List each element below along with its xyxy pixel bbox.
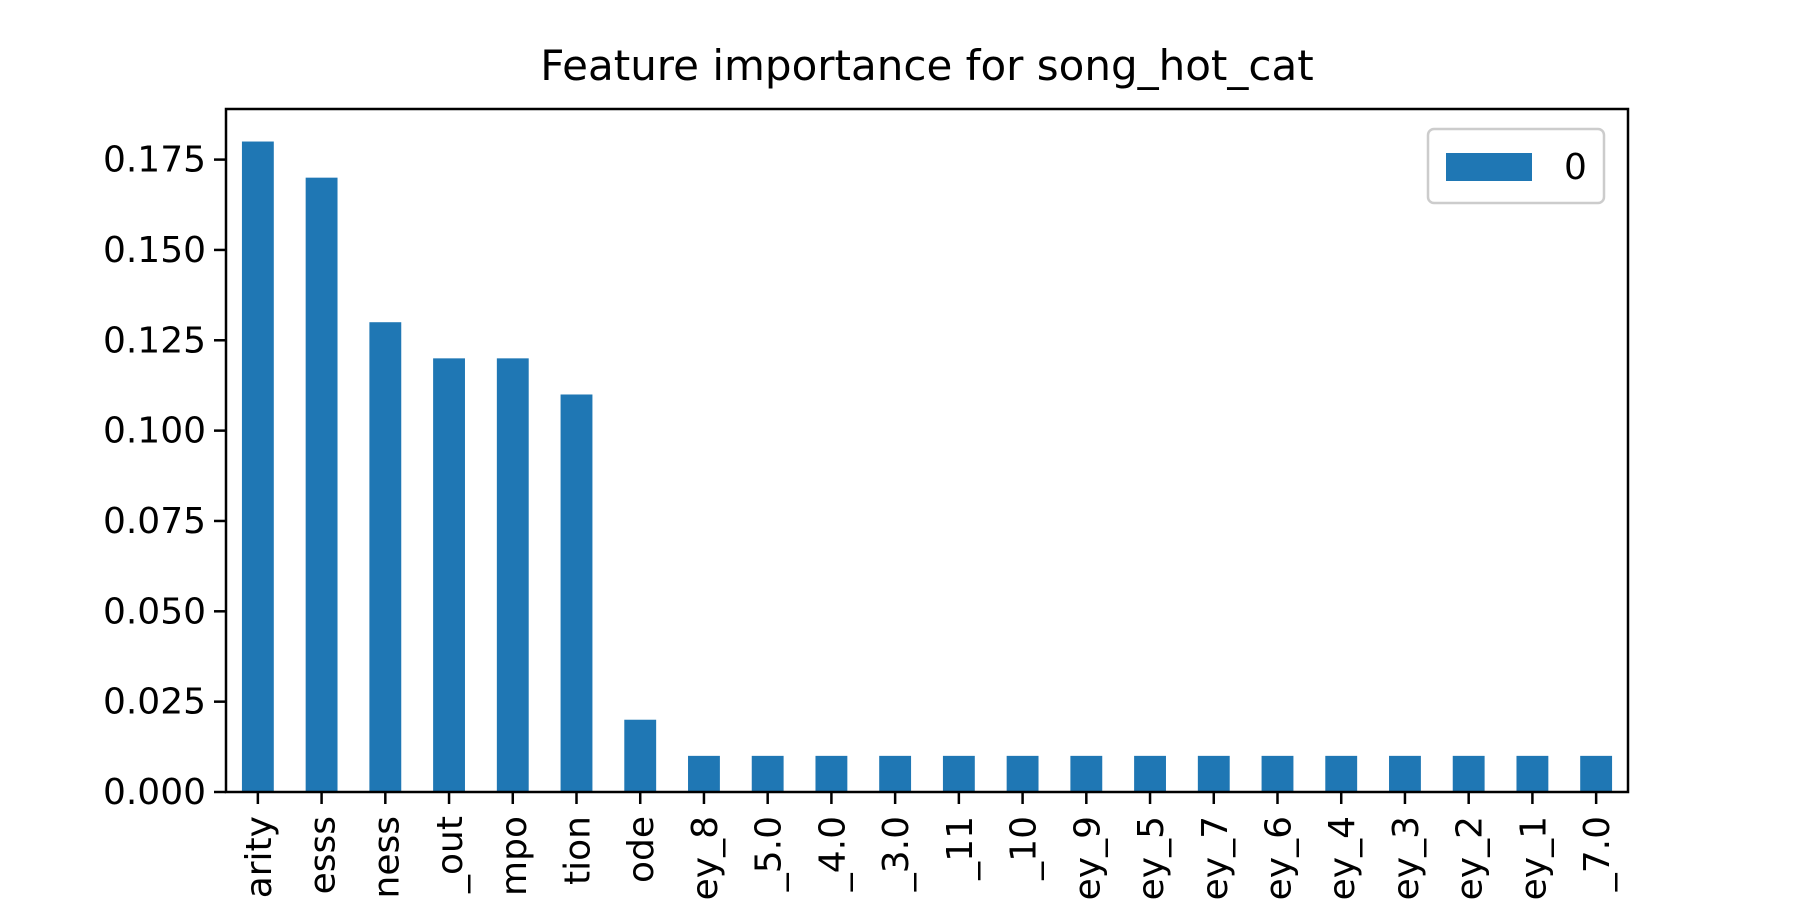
x-tick-label-9: _4.0 [812,816,853,892]
x-tick-label-0: arity [239,816,280,898]
chart-title: Feature importance for song_hot_cat [540,41,1313,90]
bar-8 [751,755,784,792]
x-tick-label-5: tion [558,816,599,885]
bar-16 [1261,755,1294,792]
x-tick-label-2: ness [366,816,407,898]
y-tick-label-1: 0.025 [103,682,206,723]
x-tick-label-10: _3.0 [876,816,917,892]
bars-group [241,141,1613,792]
x-tick-label-15: ey_7 [1195,816,1236,900]
bar-0 [241,141,274,792]
bar-12 [1006,755,1039,792]
x-tick-label-4: mpo [494,816,535,896]
x-tick-label-6: ode [621,816,662,883]
x-tick-label-14: ey_5 [1131,816,1172,900]
x-tick-label-19: ey_2 [1450,816,1491,900]
x-axis: arity esss ness _out mpo tion ode ey_8 _5.0 _4.0 _… [239,792,1618,900]
legend: 0 [1426,127,1606,205]
bar-15 [1197,755,1230,792]
bar-10 [879,755,912,792]
bar-2 [369,322,402,792]
x-tick-label-8: _5.0 [749,816,790,892]
y-axis: 0.000 0.025 0.050 0.075 0.100 0.125 0.150 0.175 [103,140,226,813]
y-tick-label-6: 0.150 [103,230,206,271]
bar-19 [1452,755,1485,792]
x-tick-label-18: ey_3 [1386,816,1427,900]
bar-14 [1134,755,1166,792]
y-tick-label-2: 0.050 [103,591,206,632]
x-tick-label-11: _11 [940,816,981,881]
y-tick-label-7: 0.175 [103,140,206,181]
bar-21 [1580,755,1613,792]
y-tick-label-5: 0.125 [103,320,206,361]
bar-7 [688,755,720,792]
y-tick-label-0: 0.000 [103,772,206,813]
bar-11 [942,755,975,792]
x-tick-label-20: ey_1 [1513,816,1554,900]
x-tick-label-12: _10 [1004,816,1045,881]
x-tick-label-1: esss [303,816,344,894]
bar-20 [1516,755,1549,792]
bar-1 [305,177,338,792]
legend-swatch [1446,153,1532,181]
bar-6 [624,719,657,792]
bar-18 [1389,755,1421,792]
x-tick-label-13: ey_9 [1067,816,1108,900]
x-tick-label-16: ey_6 [1259,816,1300,900]
bar-3 [433,358,465,792]
x-tick-label-17: ey_4 [1322,816,1363,900]
bar-4 [496,358,529,792]
x-tick-label-7: ey_8 [685,816,726,900]
y-tick-label-4: 0.100 [103,411,206,452]
x-tick-label-21: _7.0 [1577,816,1618,892]
bar-17 [1325,755,1358,792]
legend-label: 0 [1564,147,1587,188]
plot-frame [224,107,1630,794]
bar-5 [560,394,593,792]
y-tick-label-3: 0.075 [103,501,206,542]
bar-9 [815,755,848,792]
bar-13 [1070,755,1103,792]
x-tick-label-3: _out [430,816,471,894]
